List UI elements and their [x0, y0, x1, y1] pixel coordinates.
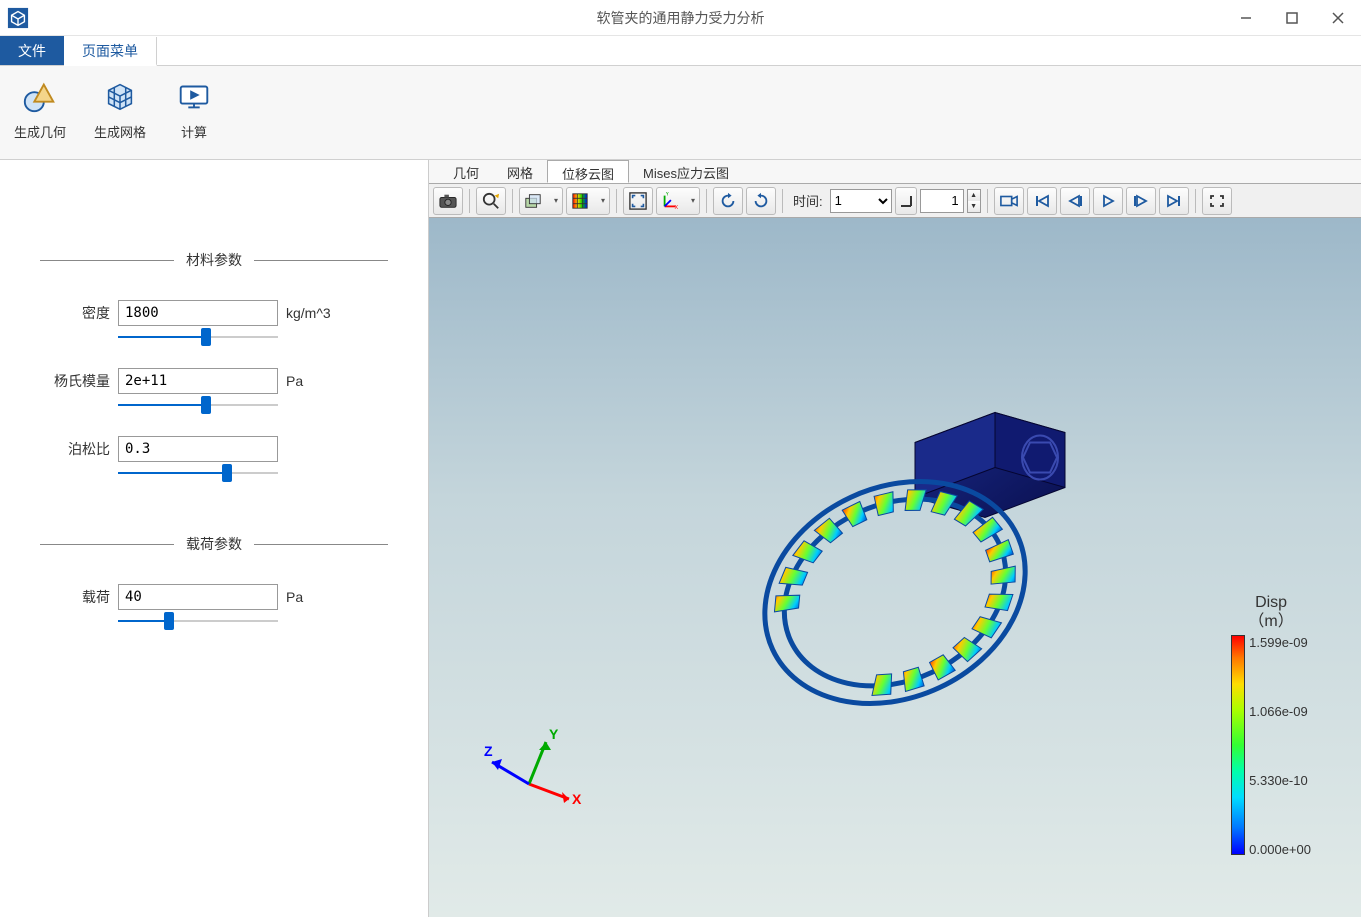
frame-spinner[interactable]: ▲▼: [967, 189, 981, 213]
colorbar-tick: 1.599e-09: [1249, 635, 1311, 650]
play-icon[interactable]: [1093, 187, 1123, 215]
colorbar-tick: 5.330e-10: [1249, 773, 1311, 788]
viewport-3d[interactable]: X Y Z Disp （m） 1.599e-09 1.066e-09: [429, 218, 1361, 917]
svg-text:X: X: [675, 205, 679, 210]
density-slider[interactable]: [118, 336, 278, 338]
viewport-toolbar: YX 时间: 1 ▲▼: [429, 184, 1361, 218]
ribbon-gen-geometry-label: 生成几何: [14, 122, 66, 141]
poisson-slider[interactable]: [118, 472, 278, 474]
minimize-button[interactable]: [1223, 0, 1269, 36]
ribbon-compute[interactable]: 计算: [170, 74, 218, 151]
colorbar-gradient: [1231, 635, 1245, 855]
close-button[interactable]: [1315, 0, 1361, 36]
group-load: 载荷参数: [40, 534, 388, 554]
tab-file[interactable]: 文件: [0, 36, 64, 65]
step-back-icon[interactable]: [1060, 187, 1090, 215]
svg-text:Y: Y: [666, 192, 670, 198]
vtab-mesh[interactable]: 网格: [493, 160, 547, 183]
vtab-disp-cloud[interactable]: 位移云图: [547, 160, 629, 183]
youngs-label: 杨氏模量: [40, 371, 110, 391]
load-slider[interactable]: [118, 620, 278, 622]
colorbar-tick: 0.000e+00: [1249, 842, 1311, 857]
time-end-icon[interactable]: [895, 187, 917, 215]
skip-first-icon[interactable]: [1027, 187, 1057, 215]
axis-view-icon[interactable]: YX: [656, 187, 700, 215]
poisson-label: 泊松比: [40, 439, 110, 459]
colorbar: Disp （m） 1.599e-09 1.066e-09 5.330e-10 0…: [1231, 593, 1311, 857]
load-unit: Pa: [286, 589, 303, 605]
title-bar: 软管夹的通用静力受力分析: [0, 0, 1361, 36]
group-material: 材料参数: [40, 250, 388, 270]
step-forward-icon[interactable]: [1126, 187, 1156, 215]
ribbon-gen-mesh-label: 生成网格: [94, 122, 146, 141]
ribbon: 生成几何 生成网格 计算: [0, 66, 1361, 160]
colorbar-title-2: （m）: [1248, 612, 1293, 631]
time-select[interactable]: 1: [830, 189, 892, 213]
render-mode-icon[interactable]: [566, 187, 610, 215]
svg-text:Z: Z: [484, 743, 493, 759]
density-input[interactable]: [118, 300, 278, 326]
mesh-icon: [100, 76, 140, 116]
load-input[interactable]: [118, 584, 278, 610]
fullscreen-icon[interactable]: [1202, 187, 1232, 215]
maximize-button[interactable]: [1269, 0, 1315, 36]
fit-view-icon[interactable]: [623, 187, 653, 215]
load-label: 载荷: [40, 587, 110, 607]
window-title: 软管夹的通用静力受力分析: [597, 8, 765, 28]
colorbar-title-1: Disp: [1248, 593, 1293, 612]
record-icon[interactable]: [994, 187, 1024, 215]
youngs-slider[interactable]: [118, 404, 278, 406]
skip-last-icon[interactable]: [1159, 187, 1189, 215]
compute-icon: [174, 76, 214, 116]
axis-triad: X Y Z: [484, 724, 584, 817]
ribbon-compute-label: 计算: [181, 122, 207, 141]
time-label: 时间:: [789, 191, 827, 210]
youngs-input[interactable]: [118, 368, 278, 394]
youngs-unit: Pa: [286, 373, 303, 389]
rotate-cw-icon[interactable]: [746, 187, 776, 215]
menu-tabs: 文件 页面菜单: [0, 36, 1361, 66]
frame-input[interactable]: [920, 189, 964, 213]
vtab-mises-cloud[interactable]: Mises应力云图: [629, 160, 743, 183]
geometry-icon: [20, 76, 60, 116]
ribbon-gen-mesh[interactable]: 生成网格: [90, 74, 150, 151]
tab-page-menu[interactable]: 页面菜单: [64, 37, 157, 66]
vtab-geometry[interactable]: 几何: [439, 160, 493, 183]
side-panel: 材料参数 密度 kg/m^3 杨氏模量 Pa 泊松比: [0, 160, 428, 917]
svg-text:Y: Y: [549, 726, 559, 742]
transparency-icon[interactable]: [519, 187, 563, 215]
ribbon-gen-geometry[interactable]: 生成几何: [10, 74, 70, 151]
density-label: 密度: [40, 303, 110, 323]
camera-icon[interactable]: [433, 187, 463, 215]
colorbar-tick: 1.066e-09: [1249, 704, 1311, 719]
viewport-tabs: 几何 网格 位移云图 Mises应力云图: [429, 160, 1361, 184]
poisson-input[interactable]: [118, 436, 278, 462]
rotate-ccw-icon[interactable]: [713, 187, 743, 215]
density-unit: kg/m^3: [286, 305, 331, 321]
app-logo-icon: [4, 4, 32, 32]
model-render: [705, 382, 1085, 725]
zoom-icon[interactable]: [476, 187, 506, 215]
svg-text:X: X: [572, 791, 582, 807]
